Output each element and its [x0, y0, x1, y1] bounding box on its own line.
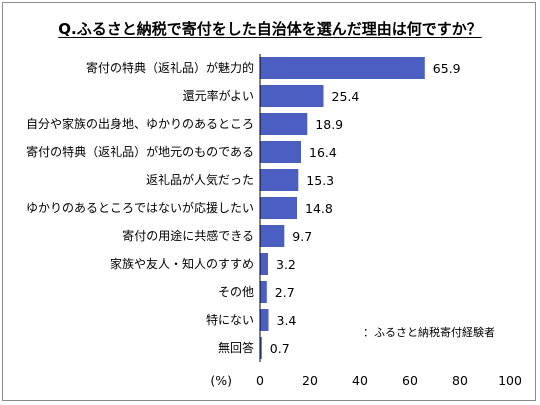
bar — [260, 113, 308, 135]
category-label: その他 — [218, 285, 254, 299]
category-label: 返礼品が人気だった — [146, 172, 254, 187]
bar — [260, 309, 269, 331]
category-label: 寄付の用途に共感できる — [122, 228, 254, 243]
category-label: 自分や家族の出身地、ゆかりのあるところ — [26, 116, 254, 131]
category-label: 家族や友人・知人のすすめ — [110, 256, 254, 271]
chart-title: Q.ふるさと納税で寄付をした自治体を選んだ理由は何ですか？ — [58, 20, 482, 38]
value-label: 3.2 — [276, 257, 296, 272]
bar — [260, 225, 285, 247]
x-tick-label: 100 — [498, 373, 522, 388]
value-label: 18.9 — [315, 117, 343, 132]
value-label: 3.4 — [277, 313, 297, 328]
x-tick-label: 0 — [256, 373, 264, 388]
category-label: 無回答 — [218, 340, 254, 355]
value-label: 25.4 — [332, 89, 360, 104]
x-axis-unit-label: (%) — [210, 373, 232, 388]
value-label: 15.3 — [306, 173, 334, 188]
bar — [260, 253, 268, 275]
bar — [260, 281, 267, 303]
bar — [260, 169, 299, 191]
value-label: 65.9 — [433, 61, 461, 76]
value-label: 16.4 — [309, 145, 337, 160]
bar — [260, 141, 301, 163]
value-label: 14.8 — [305, 201, 333, 216]
category-label: 特にない — [206, 312, 254, 327]
category-label: ゆかりのあるところではないが応援したい — [26, 200, 254, 215]
category-label: 還元率がよい — [183, 88, 254, 103]
value-label: 2.7 — [275, 285, 295, 300]
respondent-note: ：ふるさと納税寄付経験者 — [363, 325, 495, 339]
value-label: 9.7 — [292, 229, 312, 244]
bar — [260, 197, 297, 219]
x-tick-label: 40 — [352, 373, 368, 388]
value-label: 0.7 — [270, 341, 290, 356]
bar — [260, 337, 262, 359]
x-tick-label: 80 — [452, 373, 468, 388]
bar — [260, 57, 425, 79]
chart-frame — [2, 2, 536, 401]
x-tick-label: 20 — [302, 373, 318, 388]
category-label: 寄付の特典（返礼品）が地元のものである — [26, 144, 254, 159]
bar — [260, 85, 324, 107]
x-tick-label: 60 — [402, 373, 418, 388]
category-label: 寄付の特典（返礼品）が魅力的 — [86, 60, 254, 75]
